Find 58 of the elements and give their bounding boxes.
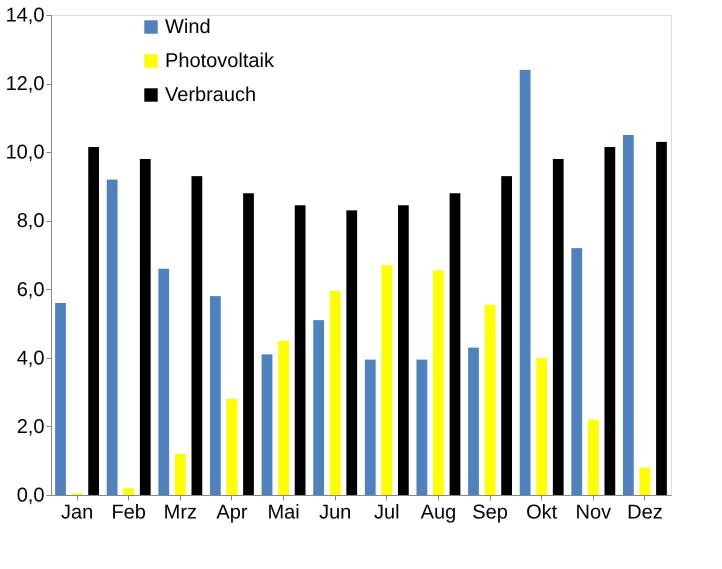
bar xyxy=(622,135,634,495)
bar xyxy=(536,358,548,495)
bar xyxy=(88,147,100,495)
bar xyxy=(381,265,392,495)
bar xyxy=(501,176,512,495)
x-tick-label: Dez xyxy=(627,502,663,524)
bar xyxy=(433,270,444,495)
x-tick-label: Jan xyxy=(60,502,94,524)
bar xyxy=(226,399,238,495)
y-tick-label: 2,0 xyxy=(16,416,44,438)
x-tick-label: Nov xyxy=(576,502,612,524)
bar xyxy=(450,193,460,495)
bar xyxy=(468,348,479,495)
bar xyxy=(262,354,272,495)
y-tick-label: 6,0 xyxy=(16,278,44,301)
y-tick-label: 14,0 xyxy=(6,4,44,26)
y-tick-label: 10,0 xyxy=(6,142,44,164)
bar xyxy=(604,147,616,495)
bar xyxy=(106,180,118,495)
bar xyxy=(55,303,66,495)
x-tick-label: Jul xyxy=(374,502,400,524)
x-tick-label: Aug xyxy=(420,502,456,524)
y-tick-label: 8,0 xyxy=(16,210,44,232)
x-tick-label: Mrz xyxy=(164,502,197,524)
bar xyxy=(330,291,341,495)
x-tick-label: Jun xyxy=(319,502,352,524)
x-tick-label: Okt xyxy=(526,502,558,524)
bar xyxy=(640,468,650,495)
bar xyxy=(278,340,289,495)
x-tick-label: Apr xyxy=(216,502,248,524)
bar xyxy=(123,488,134,495)
bar xyxy=(364,360,376,495)
bar xyxy=(484,304,496,495)
legend-label: Photovoltaik xyxy=(165,50,275,72)
bar xyxy=(243,193,254,495)
bar xyxy=(346,210,358,495)
bar xyxy=(416,360,428,495)
y-tick-label: 0,0 xyxy=(16,484,44,506)
bar xyxy=(313,320,324,495)
x-tick-label: Mai xyxy=(267,502,300,524)
bar xyxy=(174,454,186,495)
bar xyxy=(398,205,409,495)
bar xyxy=(588,420,599,495)
bar xyxy=(210,296,221,495)
bar xyxy=(520,70,531,495)
bar xyxy=(571,248,582,495)
bar xyxy=(140,159,151,495)
y-tick-label: 12,0 xyxy=(6,73,44,96)
y-tick-label: 4,0 xyxy=(16,347,44,370)
bar xyxy=(552,159,564,495)
bar xyxy=(158,268,170,495)
x-tick-label: Sep xyxy=(472,502,508,524)
legend-label: Wind xyxy=(165,16,211,38)
bar xyxy=(656,142,667,495)
bar xyxy=(191,176,202,495)
legend-label: Verbrauch xyxy=(165,84,256,106)
x-tick-label: Feb xyxy=(111,502,146,524)
bar xyxy=(294,205,306,495)
